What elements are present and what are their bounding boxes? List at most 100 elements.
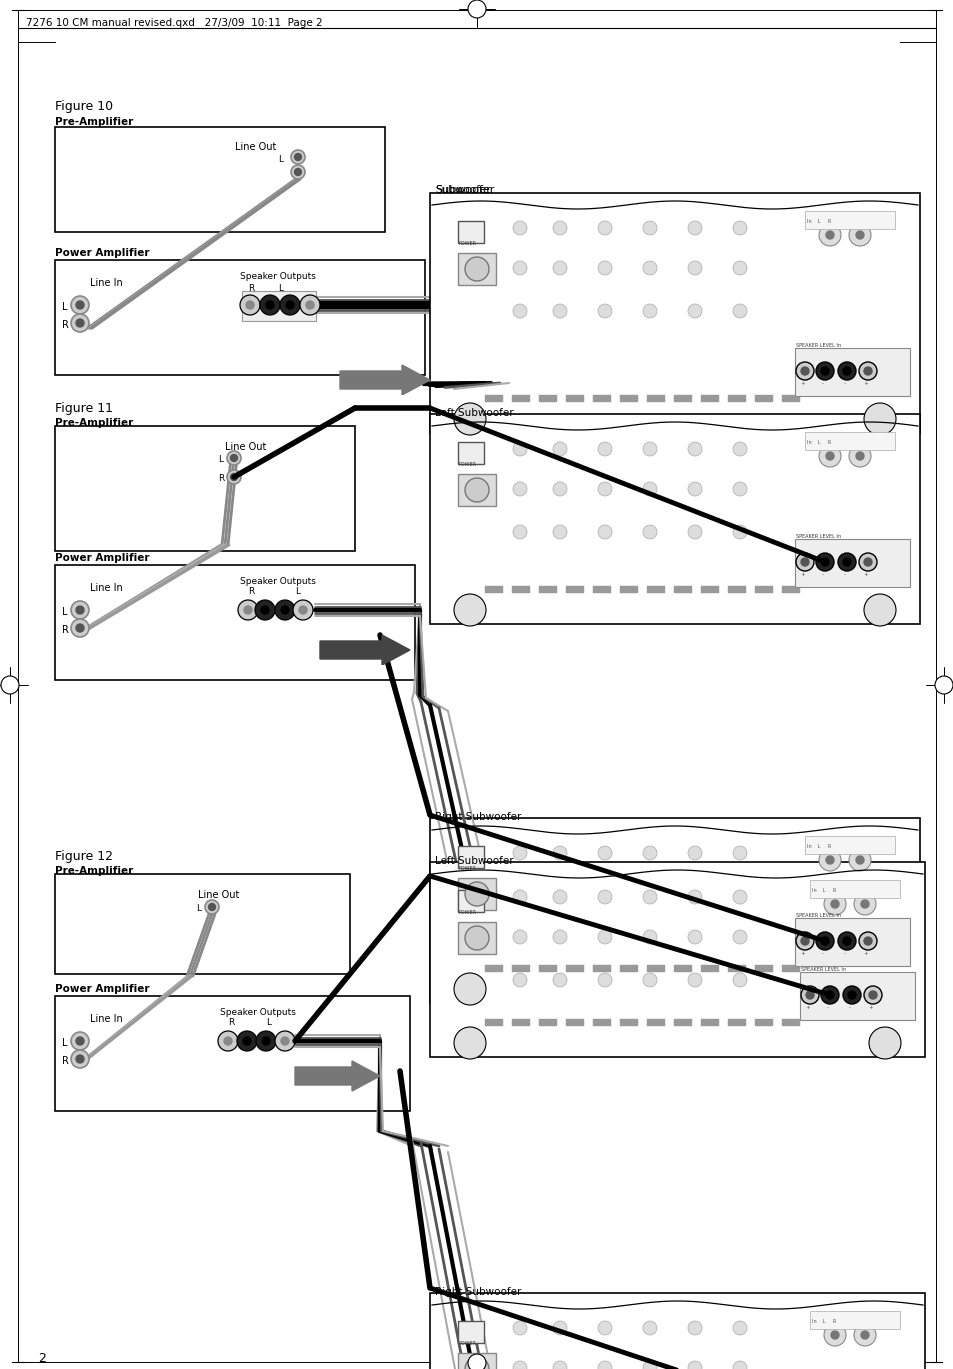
Circle shape xyxy=(237,600,257,620)
Circle shape xyxy=(801,986,818,1003)
Circle shape xyxy=(825,452,833,460)
Text: Power Amplifier: Power Amplifier xyxy=(55,984,150,994)
Bar xyxy=(457,878,496,910)
Bar xyxy=(242,292,315,320)
Circle shape xyxy=(468,0,485,18)
Circle shape xyxy=(855,452,863,460)
Circle shape xyxy=(732,973,746,987)
Bar xyxy=(55,565,415,680)
Text: Pre-Amplifier: Pre-Amplifier xyxy=(55,867,133,876)
Text: -: - xyxy=(843,572,845,576)
Circle shape xyxy=(732,1321,746,1335)
Circle shape xyxy=(553,930,566,945)
Text: R: R xyxy=(62,626,69,635)
Circle shape xyxy=(853,893,875,914)
Circle shape xyxy=(861,899,868,908)
Circle shape xyxy=(261,606,269,615)
Circle shape xyxy=(853,1324,875,1346)
Circle shape xyxy=(837,361,855,381)
Text: In    L     R: In L R xyxy=(811,1318,836,1324)
FancyArrow shape xyxy=(339,366,430,396)
Bar xyxy=(457,890,483,912)
Circle shape xyxy=(598,930,612,943)
Bar xyxy=(727,1019,745,1025)
Circle shape xyxy=(855,231,863,240)
Circle shape xyxy=(513,930,526,945)
Circle shape xyxy=(76,1055,84,1062)
Bar xyxy=(646,396,664,402)
Text: Subwoofer: Subwoofer xyxy=(435,185,494,194)
Bar xyxy=(646,965,664,972)
Circle shape xyxy=(464,1357,489,1369)
Circle shape xyxy=(244,606,252,615)
Text: In    L     R: In L R xyxy=(811,888,836,893)
Bar xyxy=(673,965,691,972)
Circle shape xyxy=(553,973,566,987)
Circle shape xyxy=(513,304,526,318)
Circle shape xyxy=(732,890,746,904)
Circle shape xyxy=(260,294,280,315)
Circle shape xyxy=(71,1032,89,1050)
Bar xyxy=(781,965,800,972)
Bar xyxy=(457,474,496,507)
Text: 7276 10 CM manual revised.qxd   27/3/09  10:11  Page 2: 7276 10 CM manual revised.qxd 27/3/09 10… xyxy=(26,18,322,27)
Circle shape xyxy=(553,220,566,235)
Circle shape xyxy=(821,936,828,945)
Bar xyxy=(484,965,502,972)
Circle shape xyxy=(868,991,876,999)
Circle shape xyxy=(598,482,612,496)
Circle shape xyxy=(291,166,305,179)
Circle shape xyxy=(454,402,485,435)
Circle shape xyxy=(298,606,307,615)
Circle shape xyxy=(468,1354,485,1369)
Circle shape xyxy=(513,261,526,275)
Circle shape xyxy=(246,301,253,309)
Circle shape xyxy=(818,849,841,871)
Text: Power Amplifier: Power Amplifier xyxy=(55,553,150,563)
Circle shape xyxy=(642,930,657,943)
Text: Speaker Outputs: Speaker Outputs xyxy=(240,576,315,586)
Circle shape xyxy=(553,930,566,943)
Bar xyxy=(754,1019,772,1025)
Bar xyxy=(804,211,894,229)
Bar xyxy=(804,433,894,450)
Circle shape xyxy=(687,482,701,496)
Text: Speaker Outputs: Speaker Outputs xyxy=(240,272,315,281)
Circle shape xyxy=(687,524,701,539)
Bar xyxy=(512,396,530,402)
Text: L: L xyxy=(277,155,283,164)
Circle shape xyxy=(598,304,612,318)
Bar xyxy=(673,396,691,402)
Circle shape xyxy=(642,1361,657,1369)
Circle shape xyxy=(299,294,319,315)
Circle shape xyxy=(801,367,808,375)
Circle shape xyxy=(642,930,657,945)
Circle shape xyxy=(825,231,833,240)
Circle shape xyxy=(255,1031,275,1051)
Circle shape xyxy=(858,932,876,950)
Circle shape xyxy=(687,220,701,235)
Text: +: + xyxy=(800,572,804,576)
Circle shape xyxy=(642,973,657,987)
Text: -: - xyxy=(821,381,823,386)
Text: Figure 12: Figure 12 xyxy=(55,850,112,862)
Circle shape xyxy=(254,600,274,620)
Circle shape xyxy=(513,524,526,539)
Bar xyxy=(800,972,914,1020)
Circle shape xyxy=(513,482,526,496)
Circle shape xyxy=(71,296,89,314)
Text: Line Out: Line Out xyxy=(198,890,239,899)
Bar xyxy=(619,1019,638,1025)
Circle shape xyxy=(205,899,219,914)
Circle shape xyxy=(274,600,294,620)
Circle shape xyxy=(848,225,870,246)
Circle shape xyxy=(687,930,701,943)
Bar xyxy=(781,1019,800,1025)
Circle shape xyxy=(227,450,241,465)
Circle shape xyxy=(71,314,89,333)
Bar xyxy=(484,396,502,402)
Circle shape xyxy=(732,1361,746,1369)
Text: SPEAKER LEVEL In: SPEAKER LEVEL In xyxy=(795,913,841,919)
Circle shape xyxy=(842,367,850,375)
Bar xyxy=(430,193,919,433)
